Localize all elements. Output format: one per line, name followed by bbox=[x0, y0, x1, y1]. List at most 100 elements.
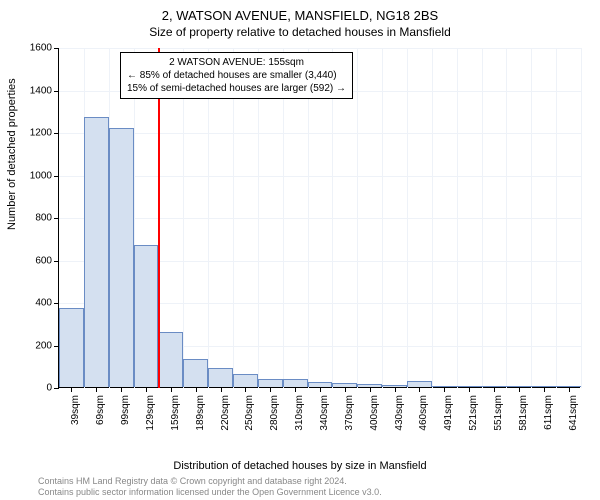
y-tick bbox=[54, 218, 59, 219]
histogram-bar bbox=[183, 359, 208, 387]
page-subtitle: Size of property relative to detached ho… bbox=[0, 23, 600, 39]
footer-line2: Contains public sector information licen… bbox=[38, 487, 382, 498]
y-tick bbox=[54, 91, 59, 92]
x-tick bbox=[320, 387, 321, 392]
callout-box: 2 WATSON AVENUE: 155sqm ← 85% of detache… bbox=[120, 52, 353, 99]
y-tick-label: 400 bbox=[35, 298, 52, 309]
y-tick bbox=[54, 261, 59, 262]
y-tick-label: 1400 bbox=[30, 85, 52, 96]
callout-line1: 2 WATSON AVENUE: 155sqm bbox=[127, 56, 346, 69]
x-tick-label: 220sqm bbox=[220, 395, 231, 431]
vgridline bbox=[432, 48, 433, 388]
vgridline bbox=[556, 48, 557, 388]
x-tick bbox=[96, 387, 97, 392]
x-tick bbox=[494, 387, 495, 392]
vgridline bbox=[308, 48, 309, 388]
vgridline bbox=[357, 48, 358, 388]
callout-line3: 15% of semi-detached houses are larger (… bbox=[127, 82, 346, 95]
y-tick-label: 1000 bbox=[30, 170, 52, 181]
histogram-bar bbox=[208, 368, 233, 387]
x-tick bbox=[121, 387, 122, 392]
x-tick bbox=[544, 387, 545, 392]
gridline bbox=[59, 176, 581, 177]
x-tick-label: 340sqm bbox=[319, 395, 330, 431]
x-tick-label: 400sqm bbox=[369, 395, 380, 431]
x-tick-label: 129sqm bbox=[145, 395, 156, 431]
x-tick bbox=[519, 387, 520, 392]
x-tick-label: 159sqm bbox=[170, 395, 181, 431]
page-title: 2, WATSON AVENUE, MANSFIELD, NG18 2BS bbox=[0, 0, 600, 23]
vgridline bbox=[531, 48, 532, 388]
y-tick bbox=[54, 133, 59, 134]
x-tick bbox=[171, 387, 172, 392]
x-tick bbox=[196, 387, 197, 392]
histogram-bar bbox=[109, 128, 134, 387]
y-tick bbox=[54, 388, 59, 389]
y-tick-label: 200 bbox=[35, 340, 52, 351]
callout-line2: ← 85% of detached houses are smaller (3,… bbox=[127, 69, 346, 82]
x-tick bbox=[395, 387, 396, 392]
chart-area: 02004006008001000120014001600 39sqm69sqm… bbox=[58, 48, 580, 418]
x-tick-label: 430sqm bbox=[394, 395, 405, 431]
y-tick-label: 0 bbox=[46, 383, 52, 394]
vgridline bbox=[506, 48, 507, 388]
chart-plot bbox=[58, 48, 580, 388]
x-tick bbox=[370, 387, 371, 392]
x-tick-label: 460sqm bbox=[418, 395, 429, 431]
x-tick bbox=[71, 387, 72, 392]
vgridline bbox=[332, 48, 333, 388]
y-tick-label: 1600 bbox=[30, 43, 52, 54]
gridline bbox=[59, 48, 581, 49]
histogram-bar bbox=[283, 379, 308, 388]
x-tick-label: 39sqm bbox=[70, 395, 81, 425]
x-tick-label: 310sqm bbox=[294, 395, 305, 431]
vgridline bbox=[208, 48, 209, 388]
histogram-bar bbox=[158, 332, 183, 387]
gridline bbox=[59, 133, 581, 134]
histogram-bar bbox=[84, 117, 109, 387]
histogram-bar bbox=[59, 308, 84, 387]
x-tick-label: 99sqm bbox=[120, 395, 131, 425]
histogram-bar bbox=[258, 379, 283, 388]
y-tick-label: 800 bbox=[35, 213, 52, 224]
x-tick-label: 581sqm bbox=[518, 395, 529, 431]
x-tick-label: 551sqm bbox=[493, 395, 504, 431]
x-tick-label: 521sqm bbox=[468, 395, 479, 431]
x-tick bbox=[419, 387, 420, 392]
vgridline bbox=[258, 48, 259, 388]
vgridline bbox=[407, 48, 408, 388]
histogram-bar bbox=[233, 374, 258, 387]
x-tick-label: 69sqm bbox=[95, 395, 106, 425]
x-tick bbox=[444, 387, 445, 392]
vgridline bbox=[382, 48, 383, 388]
x-tick-label: 370sqm bbox=[344, 395, 355, 431]
x-tick-label: 611sqm bbox=[543, 395, 554, 430]
gridline bbox=[59, 218, 581, 219]
x-tick bbox=[221, 387, 222, 392]
footer-line1: Contains HM Land Registry data © Crown c… bbox=[38, 476, 382, 487]
x-tick bbox=[146, 387, 147, 392]
y-tick-label: 1200 bbox=[30, 128, 52, 139]
vgridline bbox=[581, 48, 582, 388]
x-tick bbox=[569, 387, 570, 392]
vgridline bbox=[183, 48, 184, 388]
x-tick-label: 280sqm bbox=[269, 395, 280, 431]
x-axis-label: Distribution of detached houses by size … bbox=[0, 460, 600, 472]
vgridline bbox=[283, 48, 284, 388]
reference-marker-line bbox=[158, 48, 160, 388]
y-tick bbox=[54, 303, 59, 304]
x-tick bbox=[295, 387, 296, 392]
vgridline bbox=[233, 48, 234, 388]
footer-attribution: Contains HM Land Registry data © Crown c… bbox=[38, 476, 382, 498]
x-tick bbox=[270, 387, 271, 392]
x-tick-label: 189sqm bbox=[195, 395, 206, 431]
y-tick bbox=[54, 48, 59, 49]
y-axis-label: Number of detached properties bbox=[6, 78, 18, 230]
y-tick bbox=[54, 176, 59, 177]
x-tick bbox=[245, 387, 246, 392]
y-tick-label: 600 bbox=[35, 255, 52, 266]
vgridline bbox=[482, 48, 483, 388]
x-tick bbox=[345, 387, 346, 392]
x-tick-label: 250sqm bbox=[244, 395, 255, 431]
vgridline bbox=[457, 48, 458, 388]
